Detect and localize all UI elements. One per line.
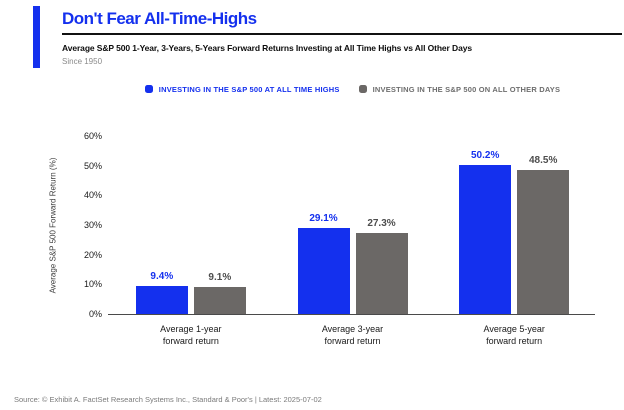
x-axis-category-line: forward return bbox=[324, 336, 381, 347]
x-axis-category-line: Average 3-year bbox=[321, 324, 384, 334]
bar-group-1: 29.1% 27.3% bbox=[272, 136, 434, 314]
y-tick-label: 60% bbox=[83, 131, 102, 141]
title-divider bbox=[62, 33, 622, 35]
bar-value-label: 9.1% bbox=[208, 272, 232, 284]
x-axis-category-line: Average 1-year bbox=[160, 324, 222, 334]
bar-column: 29.1% bbox=[297, 136, 350, 314]
chart-period: Since 1950 bbox=[62, 57, 103, 66]
y-axis-title: Average S&P 500 Forward Return (%) bbox=[48, 157, 58, 293]
x-axis-category-line: forward return bbox=[162, 336, 219, 347]
plot-area: 9.4% 9.1% 29.1% 27.3% 50.2% 48.5% bbox=[110, 136, 595, 314]
bar-value-label: 29.1% bbox=[309, 212, 338, 224]
legend: INVESTING IN THE S&P 500 AT ALL TIME HIG… bbox=[110, 83, 595, 95]
bar-column: 27.3% bbox=[355, 136, 408, 314]
y-tick-label: 40% bbox=[83, 190, 102, 201]
x-axis-category-1: Average 3-year forward return bbox=[272, 323, 434, 347]
x-axis-line bbox=[108, 314, 595, 315]
legend-swatch-icon bbox=[358, 85, 367, 93]
legend-label: INVESTING IN THE S&P 500 AT ALL TIME HIG… bbox=[158, 84, 340, 94]
legend-swatch-icon bbox=[144, 85, 153, 93]
y-tick-label: 0% bbox=[88, 309, 102, 319]
bar-column: 9.4% bbox=[135, 136, 188, 314]
source-note: Source: © Exhibit A. FactSet Research Sy… bbox=[14, 395, 322, 404]
y-tick-label: 50% bbox=[83, 160, 102, 171]
bar-value-label: 9.4% bbox=[150, 271, 174, 283]
y-tick-label: 30% bbox=[83, 220, 102, 230]
bar-value-label: 50.2% bbox=[470, 150, 500, 162]
y-axis-ticks: 0% 10% 20% 30% 40% 50% 60% bbox=[62, 131, 102, 319]
bar-column: 48.5% bbox=[517, 136, 570, 314]
legend-label: INVESTING IN THE S&P 500 ON ALL OTHER DA… bbox=[372, 84, 561, 94]
bar bbox=[297, 227, 350, 314]
bar bbox=[193, 287, 246, 314]
x-axis-labels: Average 1-year forward return Average 3-ye… bbox=[110, 323, 595, 347]
y-tick-label: 10% bbox=[83, 279, 102, 290]
x-axis-category-line: Average 5-year bbox=[483, 324, 545, 334]
bar-value-label: 27.3% bbox=[367, 218, 396, 230]
x-axis-category-2: Average 5-year forward return bbox=[433, 323, 595, 347]
bar-column: 50.2% bbox=[459, 136, 512, 314]
x-axis-category-0: Average 1-year forward return bbox=[110, 323, 272, 347]
chart-subtitle: Average S&P 500 1-Year, 3-Years, 5-Years… bbox=[62, 43, 472, 53]
bar bbox=[517, 170, 570, 314]
legend-item-0: INVESTING IN THE S&P 500 AT ALL TIME HIG… bbox=[144, 84, 340, 94]
accent-bar bbox=[33, 6, 40, 68]
page-title: Don't Fear All-Time-Highs bbox=[62, 9, 257, 28]
y-tick-label: 20% bbox=[83, 249, 102, 260]
bar bbox=[355, 233, 408, 314]
bar-value-label: 48.5% bbox=[528, 155, 558, 167]
bar-group-2: 50.2% 48.5% bbox=[433, 136, 595, 314]
bar-column: 9.1% bbox=[193, 136, 246, 314]
bar bbox=[135, 286, 188, 314]
bar-group-0: 9.4% 9.1% bbox=[110, 136, 272, 314]
x-axis-category-line: forward return bbox=[486, 336, 543, 347]
bar bbox=[459, 165, 512, 314]
legend-item-1: INVESTING IN THE S&P 500 ON ALL OTHER DA… bbox=[358, 84, 561, 94]
